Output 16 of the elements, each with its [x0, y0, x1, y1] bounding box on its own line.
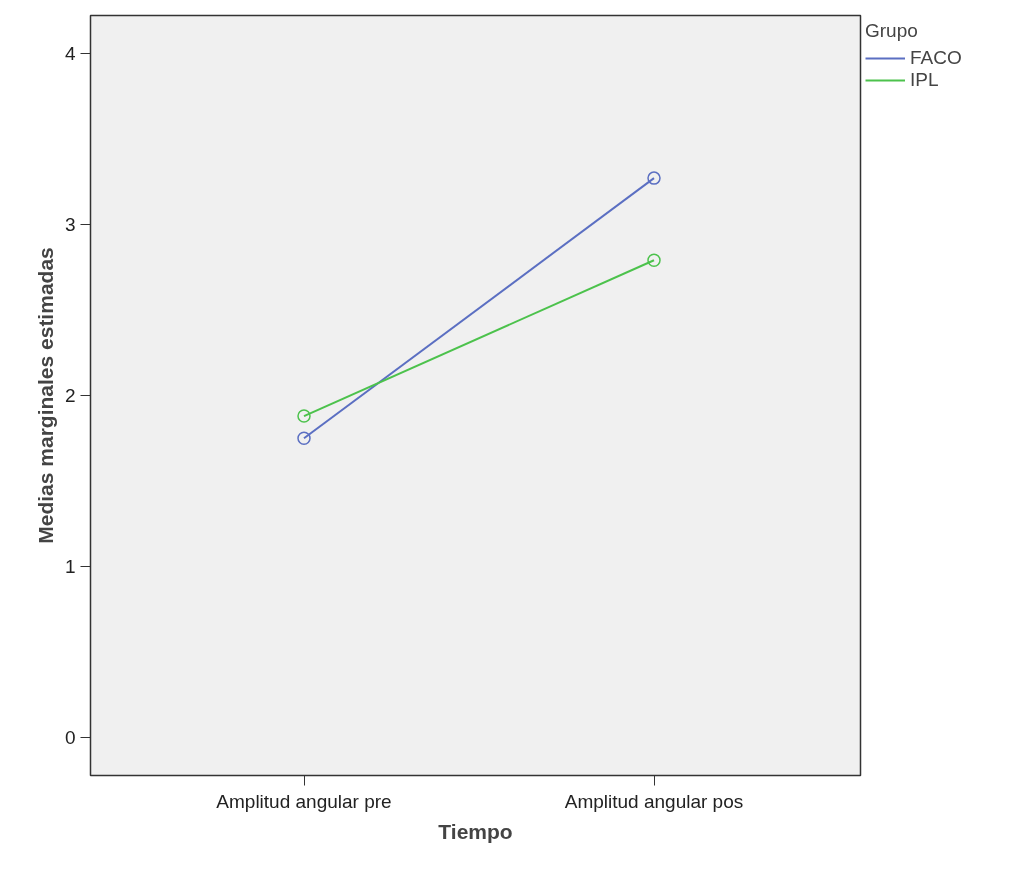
y-tick-label: 1	[64, 556, 76, 578]
x-tick-label: Amplitud angular pre	[216, 790, 392, 812]
y-tick-label: 4	[64, 42, 76, 64]
legend-label: IPL	[910, 69, 939, 91]
point	[297, 409, 311, 423]
point	[647, 171, 661, 185]
y-tick-label: 3	[64, 213, 76, 235]
legend-title: Grupo	[865, 20, 919, 42]
point	[297, 431, 311, 446]
x-axis-title: Tiempo	[438, 819, 513, 843]
y-tick-label: 0	[64, 727, 76, 749]
y-axis-title: Medias marginales estimadas	[33, 247, 57, 544]
point	[647, 253, 661, 268]
legend-label: FACO	[910, 47, 962, 69]
y-tick-label: 2	[64, 385, 76, 406]
x-tick-label: Amplitud angular pos	[564, 790, 744, 812]
